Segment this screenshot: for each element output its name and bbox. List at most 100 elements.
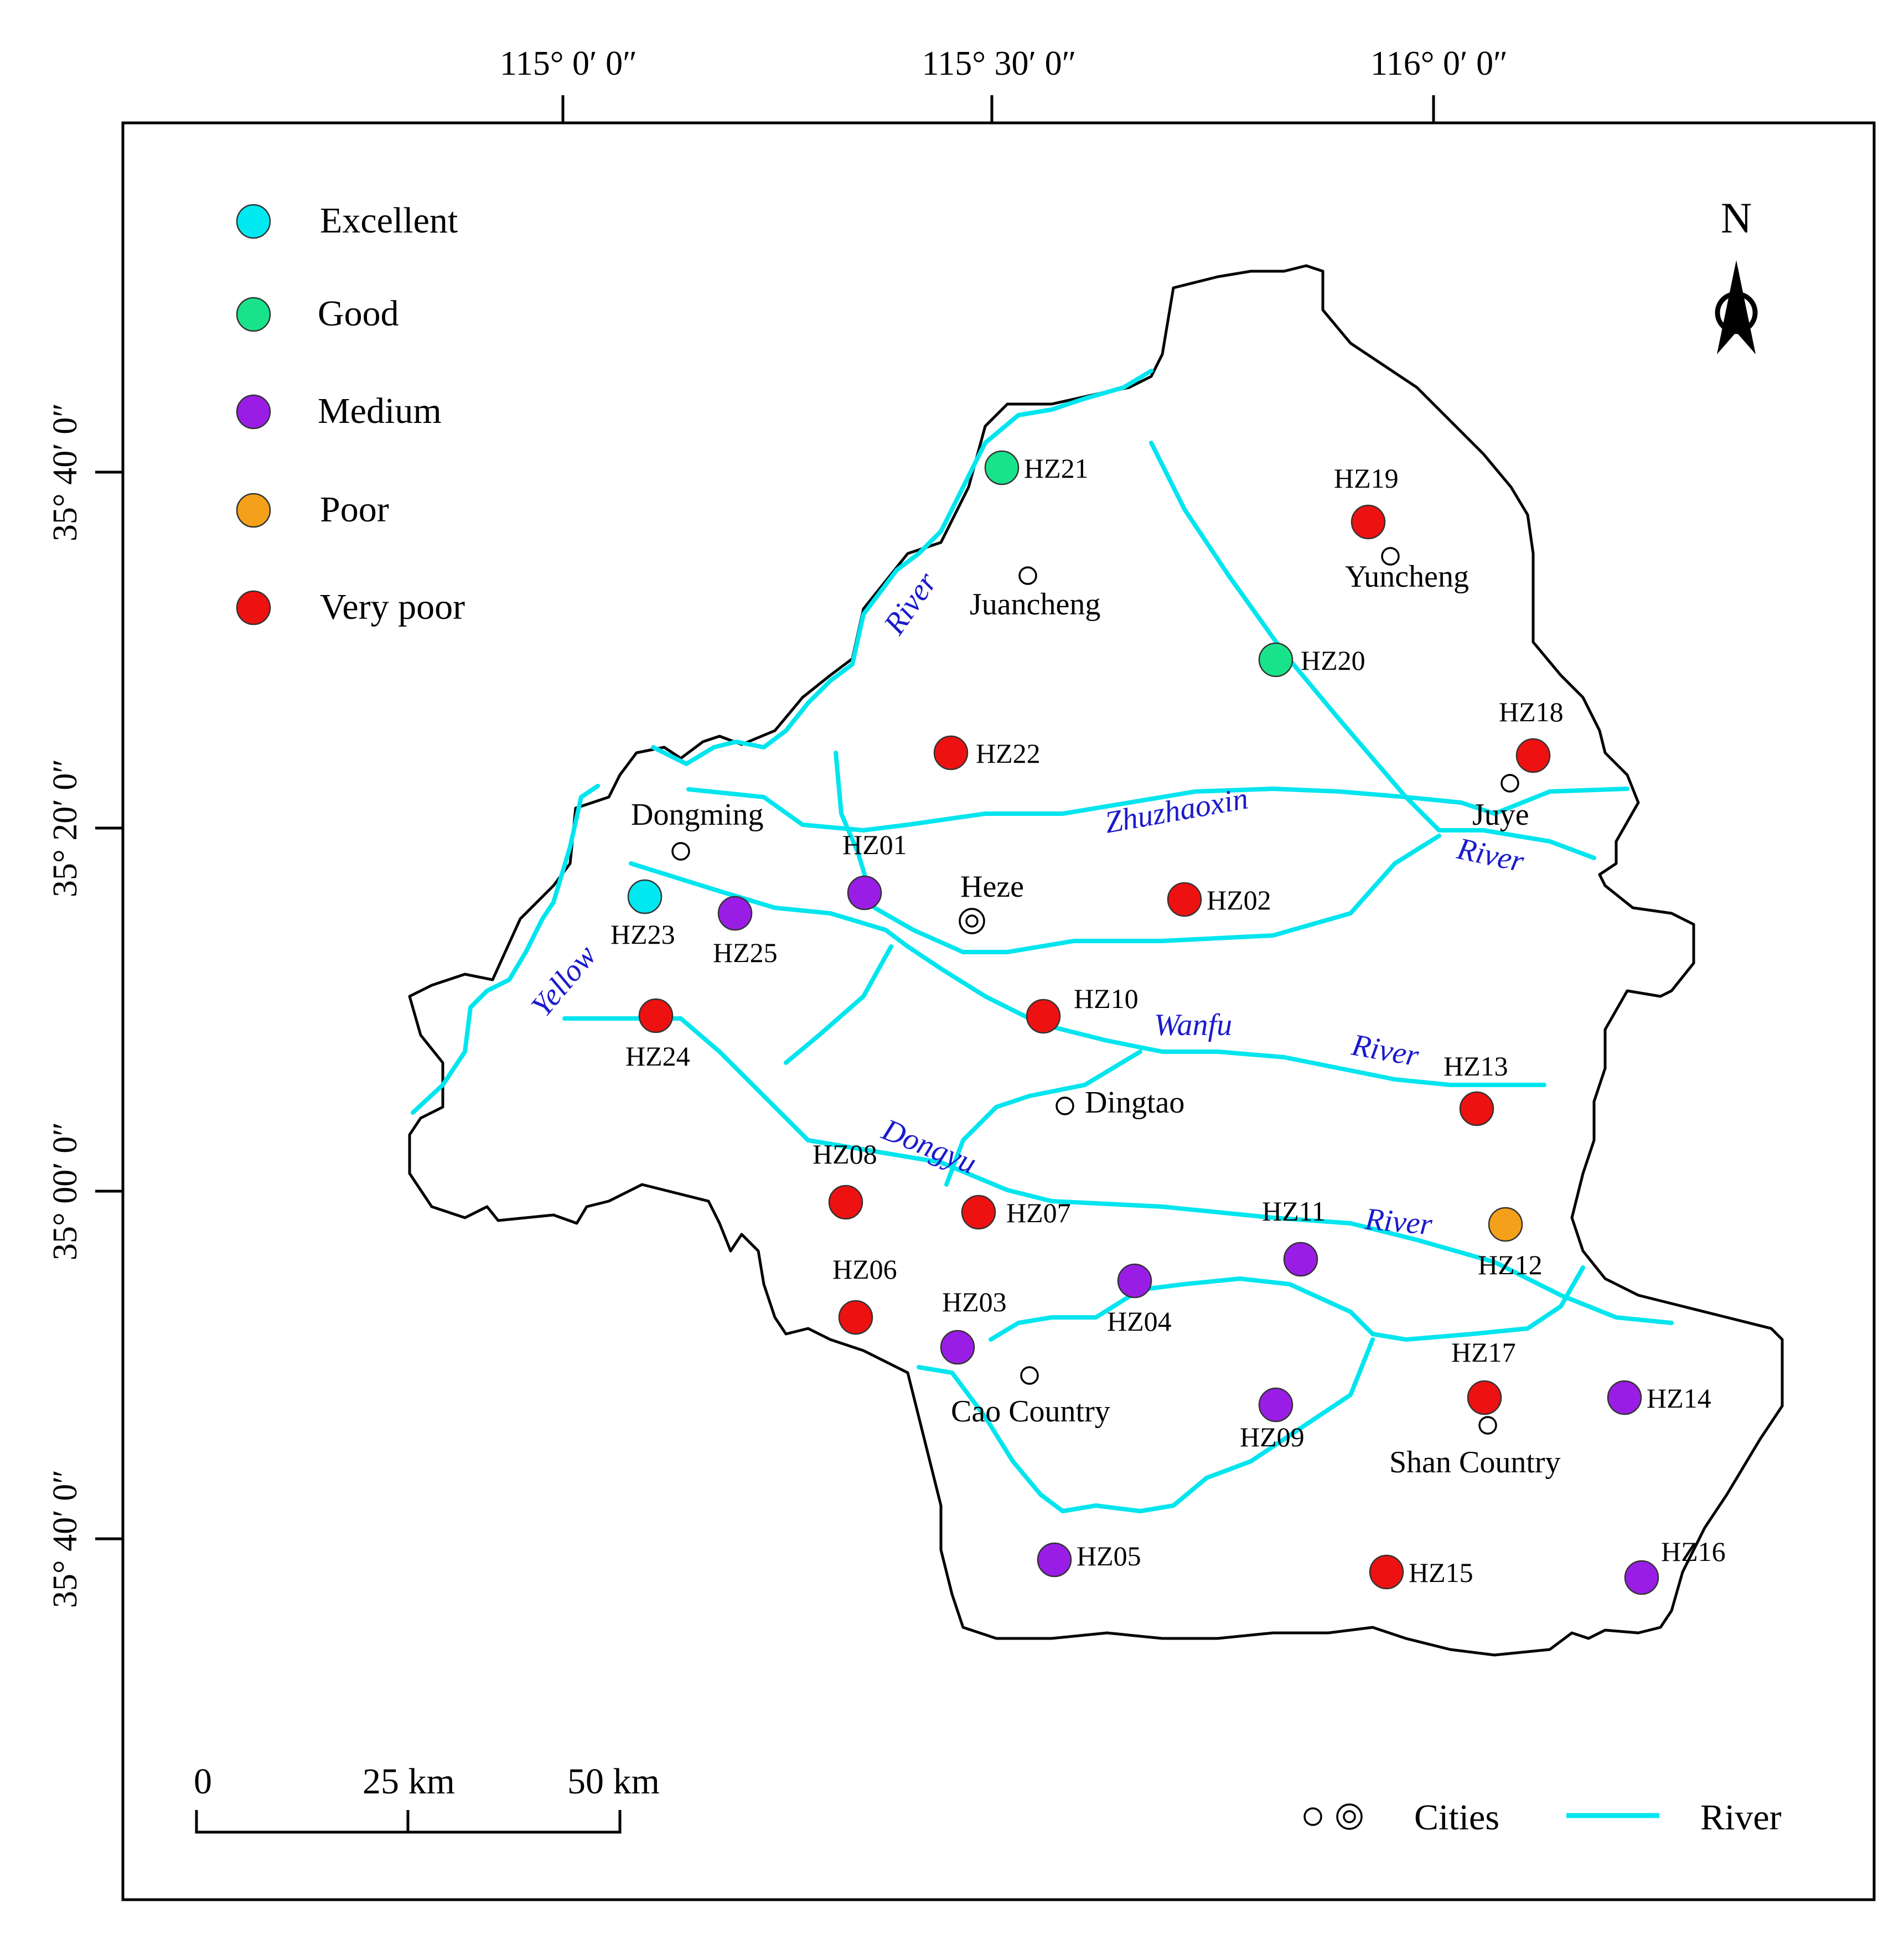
site-label: HZ07 bbox=[1006, 1197, 1071, 1228]
site-label: HZ04 bbox=[1107, 1306, 1172, 1337]
site-marker bbox=[1369, 1554, 1404, 1590]
site-label: HZ01 bbox=[842, 829, 907, 860]
legend-label-cities: Cities bbox=[1414, 1797, 1499, 1838]
left-coord-3: 35° 00′ 0″ bbox=[46, 1122, 84, 1260]
legend-capital-icon-inner bbox=[1343, 1810, 1356, 1823]
sampling-sites: HZ01 HZ02 HZ03 HZ04 HZ05 HZ06 HZ07 HZ08 HZ09 HZ10… bbox=[610, 450, 1726, 1595]
site-marker bbox=[1037, 1542, 1072, 1578]
site-marker bbox=[627, 879, 663, 914]
site-hz20: HZ20 bbox=[1258, 642, 1365, 678]
legend-label-poor: Poor bbox=[320, 489, 389, 530]
legend-dot-medium bbox=[236, 394, 271, 430]
city-marker bbox=[1020, 1366, 1039, 1385]
left-coord-2: 35° 20′ 0″ bbox=[46, 759, 84, 897]
site-marker bbox=[1488, 1207, 1523, 1242]
legend-label-medium: Medium bbox=[318, 391, 442, 431]
city-marker bbox=[1018, 566, 1037, 585]
river-label-yellow: Yellow bbox=[524, 939, 603, 1023]
site-hz24: HZ24 bbox=[625, 998, 690, 1072]
site-hz10: HZ10 bbox=[1026, 983, 1139, 1034]
city-shan-country: Shan Country bbox=[1389, 1416, 1561, 1480]
bottom-legend: Cities River bbox=[1303, 1797, 1782, 1838]
site-label: HZ11 bbox=[1262, 1196, 1326, 1227]
site-marker bbox=[1459, 1091, 1494, 1126]
site-marker bbox=[961, 1194, 996, 1230]
site-label: HZ17 bbox=[1451, 1337, 1516, 1368]
site-hz14: HZ14 bbox=[1607, 1380, 1711, 1415]
city-dingtao: Dingtao bbox=[1056, 1085, 1184, 1120]
north-arrow: N bbox=[1715, 194, 1758, 354]
site-label: HZ05 bbox=[1077, 1540, 1141, 1571]
north-arrow-icon bbox=[1717, 260, 1756, 354]
city-label: Shan Country bbox=[1389, 1445, 1561, 1480]
site-hz02: HZ02 bbox=[1167, 882, 1271, 917]
site-marker bbox=[1467, 1380, 1502, 1415]
site-marker bbox=[1026, 999, 1061, 1034]
site-marker bbox=[828, 1185, 863, 1220]
yellow-river bbox=[411, 369, 1153, 1115]
site-hz08: HZ08 bbox=[813, 1139, 877, 1220]
site-hz07: HZ07 bbox=[961, 1194, 1071, 1230]
site-marker bbox=[1515, 738, 1551, 773]
top-coord-115-0: 115° 0′ 0″ bbox=[500, 45, 637, 82]
legend-dot-poor bbox=[236, 493, 271, 528]
city-juancheng: Juancheng bbox=[970, 566, 1100, 622]
site-hz19: HZ19 bbox=[1334, 463, 1399, 540]
site-marker bbox=[1624, 1560, 1659, 1595]
left-coord-4: 35° 40′ 0″ bbox=[46, 1470, 84, 1608]
site-marker bbox=[940, 1330, 975, 1365]
site-marker bbox=[1283, 1242, 1318, 1277]
site-hz21: HZ21 bbox=[984, 450, 1089, 485]
site-hz09: HZ09 bbox=[1240, 1387, 1305, 1452]
site-label: HZ06 bbox=[832, 1254, 897, 1285]
site-label: HZ19 bbox=[1334, 463, 1399, 494]
river-label-river-wanfu: River bbox=[1349, 1028, 1421, 1073]
site-label: HZ21 bbox=[1024, 453, 1089, 484]
river-label-river-nw: River bbox=[877, 566, 944, 641]
river-label-river-ne: River bbox=[1453, 831, 1527, 879]
site-hz23: HZ23 bbox=[610, 879, 675, 950]
city-marker bbox=[1381, 547, 1400, 566]
site-hz03: HZ03 bbox=[940, 1286, 1007, 1365]
city-marker-inner bbox=[965, 914, 979, 928]
site-label: HZ16 bbox=[1661, 1536, 1726, 1567]
site-label: HZ14 bbox=[1647, 1383, 1711, 1414]
quality-legend: Excellent Good Medium Poor Very poor bbox=[236, 200, 465, 627]
north-label: N bbox=[1721, 194, 1752, 242]
site-hz25: HZ25 bbox=[713, 896, 778, 968]
city-label: Dingtao bbox=[1085, 1085, 1184, 1120]
river-label-dongyu: Dongyu bbox=[877, 1112, 981, 1181]
city-marker bbox=[1056, 1097, 1074, 1115]
scale-label-mid: 25 km bbox=[363, 1761, 455, 1802]
scale-label-zero: 0 bbox=[194, 1761, 212, 1802]
site-label: HZ20 bbox=[1301, 645, 1365, 676]
legend-city-icon bbox=[1303, 1807, 1322, 1826]
site-marker bbox=[717, 896, 753, 931]
city-marker bbox=[1478, 1416, 1497, 1435]
city-dongming: Dongming bbox=[631, 798, 764, 861]
site-hz11: HZ11 bbox=[1262, 1196, 1326, 1277]
legend-label-good: Good bbox=[318, 293, 399, 334]
site-hz17: HZ17 bbox=[1451, 1337, 1516, 1415]
city-heze: Heze bbox=[959, 870, 1024, 934]
legend-dot-very-poor bbox=[236, 590, 271, 625]
legend-label-excellent: Excellent bbox=[320, 200, 458, 241]
city-label: Dongming bbox=[631, 798, 764, 832]
site-label: HZ15 bbox=[1409, 1557, 1473, 1588]
site-marker bbox=[1258, 1387, 1294, 1423]
legend-dot-excellent bbox=[236, 204, 271, 239]
site-marker bbox=[984, 450, 1020, 485]
city-yuncheng: Yuncheng bbox=[1345, 547, 1469, 594]
site-hz01: HZ01 bbox=[842, 829, 907, 911]
site-label: HZ25 bbox=[713, 937, 778, 968]
site-hz12: HZ12 bbox=[1478, 1207, 1543, 1280]
legend-dot-good bbox=[236, 297, 271, 332]
legend-label-river: River bbox=[1700, 1797, 1782, 1838]
site-marker bbox=[1117, 1263, 1152, 1299]
city-marker bbox=[671, 842, 690, 861]
city-label: Heze bbox=[960, 870, 1024, 904]
site-label: HZ23 bbox=[610, 919, 675, 950]
site-marker bbox=[1607, 1380, 1642, 1415]
scale-bar-line bbox=[195, 1810, 622, 1834]
